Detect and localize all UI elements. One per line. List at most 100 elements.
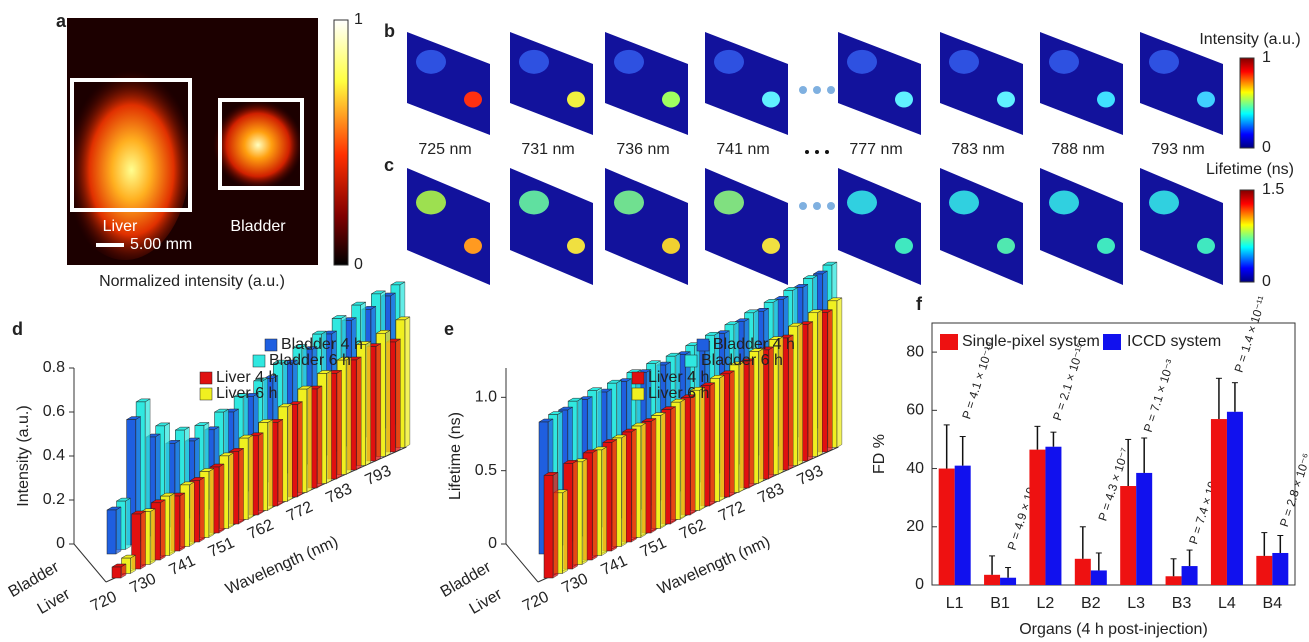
bladder-signal [997, 237, 1015, 254]
bar [106, 509, 117, 555]
liver-signal [714, 190, 744, 215]
bar-side [228, 452, 234, 529]
bar-side [817, 309, 823, 457]
frame-label: 725 nm [418, 141, 471, 158]
bar-side [179, 492, 186, 552]
depth-axis [73, 543, 107, 583]
plot-frame [931, 322, 1296, 586]
bar-side [316, 385, 323, 489]
roi-label: Liver [103, 218, 138, 235]
x-tick-label: 783 [755, 480, 786, 507]
frame-label: 736 nm [616, 141, 669, 158]
bladder-signal [1097, 237, 1115, 254]
bar-side [611, 439, 618, 552]
y-tick-label: 0 [488, 535, 497, 552]
bar-side [345, 356, 352, 475]
frame [510, 168, 593, 285]
bladder-signal [1197, 91, 1215, 108]
caption: Normalized intensity (a.u.) [99, 273, 285, 290]
x-axis-label: Wavelength (nm) [655, 533, 773, 598]
frame [1140, 168, 1223, 285]
frame [705, 32, 788, 135]
x-tick-label: 730 [127, 570, 158, 597]
x-tick-label: 720 [88, 588, 119, 615]
x-tick-label: 793 [363, 462, 394, 489]
frame [940, 168, 1023, 285]
bar-side [375, 343, 382, 462]
bar-side [287, 403, 293, 502]
colorbar-min: 0 [1262, 139, 1271, 156]
y-tick-label: 80 [906, 343, 924, 360]
bar [1029, 449, 1046, 585]
colorbar [1239, 57, 1255, 149]
x-tick-label: B3 [1172, 595, 1192, 612]
bar [984, 574, 1001, 585]
annotation: P = 2.1 × 10⁻¹⁵ [1050, 341, 1088, 422]
colorbar [333, 19, 349, 266]
bar-side [159, 499, 166, 561]
legend-swatch [696, 338, 710, 352]
y-tick-label: 0.8 [43, 359, 65, 376]
roi-box [218, 98, 304, 190]
x-tick-label: 783 [323, 480, 354, 507]
bar [1256, 555, 1273, 585]
annotation: P = 4.1 × 10⁻¹⁴ [959, 340, 997, 421]
x-axis-label: Wavelength (nm) [223, 533, 341, 598]
x-tick-label: 751 [206, 534, 237, 561]
frame-label: 731 nm [521, 141, 574, 158]
bar-side [679, 398, 686, 520]
bar [1136, 472, 1153, 585]
bladder-signal [464, 91, 482, 108]
x-tick-label: L3 [1127, 595, 1145, 612]
annotation: P = 2.8 × 10⁻⁶ [1277, 451, 1309, 528]
bar-side [199, 476, 205, 543]
x-tick-label: B4 [1263, 595, 1283, 612]
x-tick-label: 762 [677, 516, 708, 543]
bar [1045, 446, 1062, 585]
bar-side [336, 369, 342, 480]
depth-axis [505, 543, 539, 583]
bar [1165, 576, 1182, 585]
bar [954, 465, 971, 585]
x-tick-label: B2 [1081, 595, 1101, 612]
legend-swatch [631, 387, 645, 401]
frame-label: 788 nm [1051, 141, 1104, 158]
bar-side [267, 419, 273, 511]
bar [1210, 419, 1227, 585]
colorbar-title: Intensity (a.u.) [1199, 31, 1300, 48]
bladder-signal [662, 91, 680, 108]
liver-signal [949, 190, 979, 215]
legend-label: Bladder 4 h [281, 336, 363, 353]
liver-signal [847, 190, 877, 215]
y-tick-label: 0.5 [475, 462, 497, 479]
bar-side [326, 370, 332, 484]
roi-box [70, 78, 192, 212]
legend-swatch [1103, 334, 1121, 350]
legend-swatch [199, 371, 213, 385]
x-tick-label: 730 [559, 570, 590, 597]
panel-label: e [444, 319, 454, 339]
x-tick-label: 741 [599, 552, 630, 579]
frame [407, 32, 490, 135]
x-tick-label: 751 [638, 534, 669, 561]
bar-side [306, 385, 313, 493]
y-tick-label: 40 [906, 460, 924, 477]
y-axis-label: Intensity (a.u.) [15, 405, 32, 506]
colorbar-min: 0 [354, 256, 363, 273]
bar-side [807, 321, 814, 462]
bar-side [631, 428, 637, 543]
annotation: P = 7.1 × 10⁻³ [1141, 358, 1178, 434]
bar-side [670, 406, 676, 525]
x-axis-label: Organs (4 h post-injection) [1019, 621, 1208, 638]
liver-signal [847, 49, 877, 74]
bar-side [562, 489, 568, 574]
x-tick-label: 793 [795, 462, 826, 489]
bar [1074, 558, 1091, 585]
legend-swatch [631, 371, 645, 385]
bar-side [738, 361, 745, 493]
y-tick-label: 1.0 [475, 389, 497, 406]
bladder-signal [213, 100, 303, 190]
x-tick-label: L2 [1037, 595, 1055, 612]
ellipsis [799, 86, 835, 210]
